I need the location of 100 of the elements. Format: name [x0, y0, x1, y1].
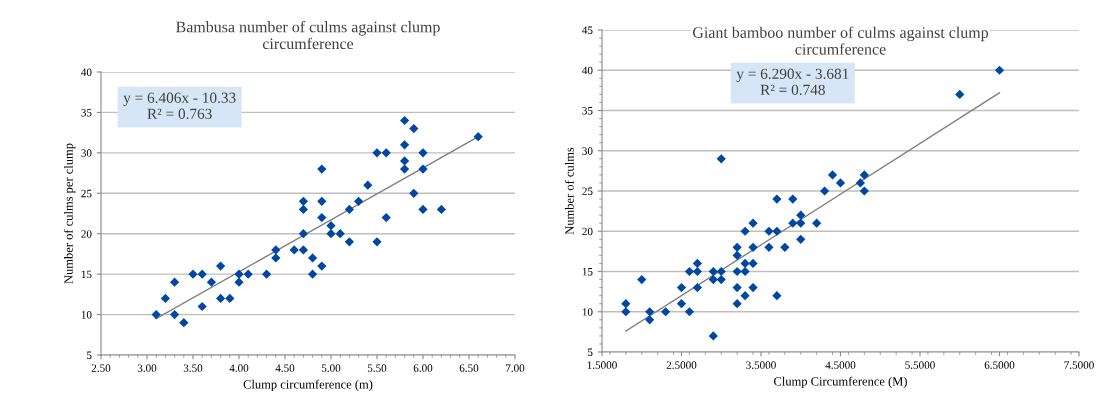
point [708, 266, 718, 277]
point [796, 210, 806, 220]
point [409, 188, 419, 198]
point [326, 221, 336, 231]
point [298, 204, 309, 215]
x-tick-label: 5.50 [367, 364, 387, 372]
point [418, 164, 428, 174]
point [409, 123, 419, 134]
y-axis-title: Number of culms per clump [63, 143, 76, 284]
point [399, 115, 410, 126]
point [637, 274, 647, 285]
y-tick-label: 45 [582, 26, 593, 34]
point [740, 291, 750, 301]
point [151, 309, 161, 320]
point [716, 266, 726, 277]
x-tick-label: 5.00 [321, 364, 341, 372]
y-tick-label: 10 [582, 308, 593, 316]
point [344, 237, 355, 247]
chart-title: Giant bamboo number of culms against clump circumference [693, 26, 989, 55]
point [835, 178, 846, 188]
x-tick-label: 2.50 [91, 364, 111, 372]
point [372, 148, 382, 158]
point [764, 242, 774, 252]
point [692, 266, 703, 277]
point [740, 226, 750, 236]
point [261, 269, 272, 279]
point [344, 204, 355, 215]
point [827, 170, 838, 180]
point [169, 277, 180, 287]
point [660, 307, 671, 317]
point [732, 266, 742, 277]
x-tick-label: 4.5000 [825, 361, 856, 369]
y-tick-label: 35 [81, 108, 92, 117]
point [732, 299, 742, 309]
y-tick-label: 15 [81, 270, 92, 279]
point [298, 245, 309, 255]
point [676, 282, 687, 293]
point [298, 229, 309, 239]
x-tick-label: 1.5000 [587, 361, 617, 369]
point [363, 180, 373, 190]
point [317, 261, 327, 271]
point [206, 277, 217, 287]
point [418, 148, 428, 158]
y-tick-label: 10 [81, 311, 92, 319]
point [317, 212, 327, 223]
point [855, 178, 865, 188]
point [645, 315, 655, 325]
point [732, 242, 742, 252]
point [955, 89, 965, 100]
point [372, 237, 382, 247]
point [381, 148, 391, 158]
point [684, 266, 695, 277]
point [708, 331, 718, 341]
point [399, 140, 410, 150]
point [160, 293, 171, 304]
point [243, 269, 253, 279]
y-tick-label: 5 [588, 348, 593, 356]
x-axis-title: Clump Circumference (M) [774, 376, 907, 389]
point [772, 226, 782, 236]
point [692, 258, 703, 269]
point [772, 291, 782, 301]
x-axis-title: Clump circumference (m) [243, 379, 373, 392]
point [215, 261, 226, 271]
y-tick-label: 5 [87, 351, 92, 359]
point [418, 204, 428, 215]
point [335, 229, 345, 239]
point [692, 282, 703, 293]
point [179, 318, 189, 328]
point [225, 293, 235, 304]
y-tick-label: 25 [582, 187, 593, 195]
point [399, 164, 410, 174]
x-tick-label: 4.00 [229, 364, 249, 372]
point [326, 229, 336, 239]
point [234, 269, 244, 279]
y-tick-label: 35 [582, 107, 593, 115]
point [772, 194, 782, 204]
y-tick-label: 20 [582, 227, 593, 236]
point [788, 218, 798, 228]
x-tick-label: 6.00 [413, 364, 433, 372]
point [473, 132, 483, 142]
y-tick-label: 40 [81, 68, 92, 76]
point [188, 269, 198, 279]
point [748, 242, 758, 252]
y-tick-label: 20 [81, 230, 92, 238]
x-tick-label: 7.00 [506, 364, 525, 372]
point [234, 277, 244, 287]
point [796, 218, 806, 228]
point [740, 258, 750, 269]
x-tick-label: 3.50 [183, 364, 203, 372]
point [271, 253, 281, 263]
y-tick-label: 30 [81, 149, 92, 157]
point [197, 269, 207, 279]
point [764, 226, 774, 236]
point [353, 196, 364, 206]
chart-title: Bambusa number of culms against clump circumference [176, 20, 440, 50]
y-tick-label: 15 [582, 268, 593, 276]
x-tick-label: 5.5000 [905, 361, 935, 369]
point [645, 307, 655, 317]
annotation: y = 6.290x - 3.681 R² = 0.748 [736, 68, 849, 96]
point [317, 196, 327, 206]
